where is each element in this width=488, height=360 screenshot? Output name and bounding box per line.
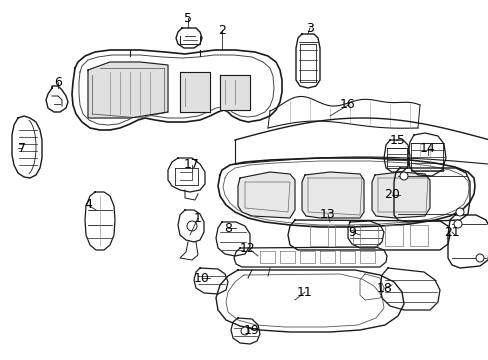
Text: 15: 15 — [389, 134, 405, 147]
Text: 19: 19 — [244, 324, 259, 337]
Text: 7: 7 — [18, 141, 26, 154]
Circle shape — [399, 172, 407, 180]
Polygon shape — [216, 222, 249, 256]
Text: 6: 6 — [54, 76, 62, 89]
Polygon shape — [220, 75, 249, 110]
Polygon shape — [234, 247, 386, 267]
Text: 5: 5 — [183, 12, 192, 24]
Polygon shape — [383, 140, 409, 172]
Polygon shape — [46, 86, 68, 112]
Polygon shape — [295, 34, 319, 88]
Polygon shape — [347, 221, 383, 248]
Polygon shape — [72, 50, 282, 130]
Polygon shape — [12, 116, 42, 178]
Circle shape — [241, 327, 248, 335]
Text: 8: 8 — [224, 221, 231, 234]
Text: 17: 17 — [183, 158, 200, 171]
Text: 14: 14 — [419, 141, 435, 154]
Polygon shape — [180, 72, 209, 112]
Polygon shape — [176, 28, 202, 48]
Circle shape — [186, 221, 197, 231]
Polygon shape — [447, 215, 488, 268]
Text: 13: 13 — [320, 207, 335, 220]
Text: 21: 21 — [443, 225, 459, 238]
Polygon shape — [168, 158, 204, 192]
Polygon shape — [238, 172, 294, 218]
Polygon shape — [287, 220, 449, 250]
Text: 10: 10 — [194, 271, 209, 284]
Polygon shape — [235, 118, 488, 164]
Text: 4: 4 — [84, 198, 92, 211]
Circle shape — [453, 220, 461, 228]
Polygon shape — [267, 96, 419, 128]
Polygon shape — [302, 172, 363, 218]
Polygon shape — [393, 168, 469, 222]
Polygon shape — [407, 133, 445, 176]
Polygon shape — [379, 268, 439, 310]
Polygon shape — [85, 192, 115, 250]
Text: 11: 11 — [297, 285, 312, 298]
Polygon shape — [216, 270, 403, 332]
Text: 16: 16 — [340, 99, 355, 112]
Text: 2: 2 — [218, 23, 225, 36]
Polygon shape — [178, 210, 203, 242]
Polygon shape — [218, 158, 474, 227]
Text: 12: 12 — [240, 242, 255, 255]
Polygon shape — [230, 318, 260, 344]
Polygon shape — [371, 172, 429, 218]
Text: 1: 1 — [194, 211, 202, 225]
Polygon shape — [194, 268, 227, 294]
Text: 18: 18 — [376, 282, 392, 294]
Circle shape — [455, 208, 463, 216]
Text: 20: 20 — [383, 189, 399, 202]
Circle shape — [475, 254, 483, 262]
Text: 3: 3 — [305, 22, 313, 35]
Polygon shape — [88, 62, 168, 118]
Text: 9: 9 — [347, 225, 355, 238]
